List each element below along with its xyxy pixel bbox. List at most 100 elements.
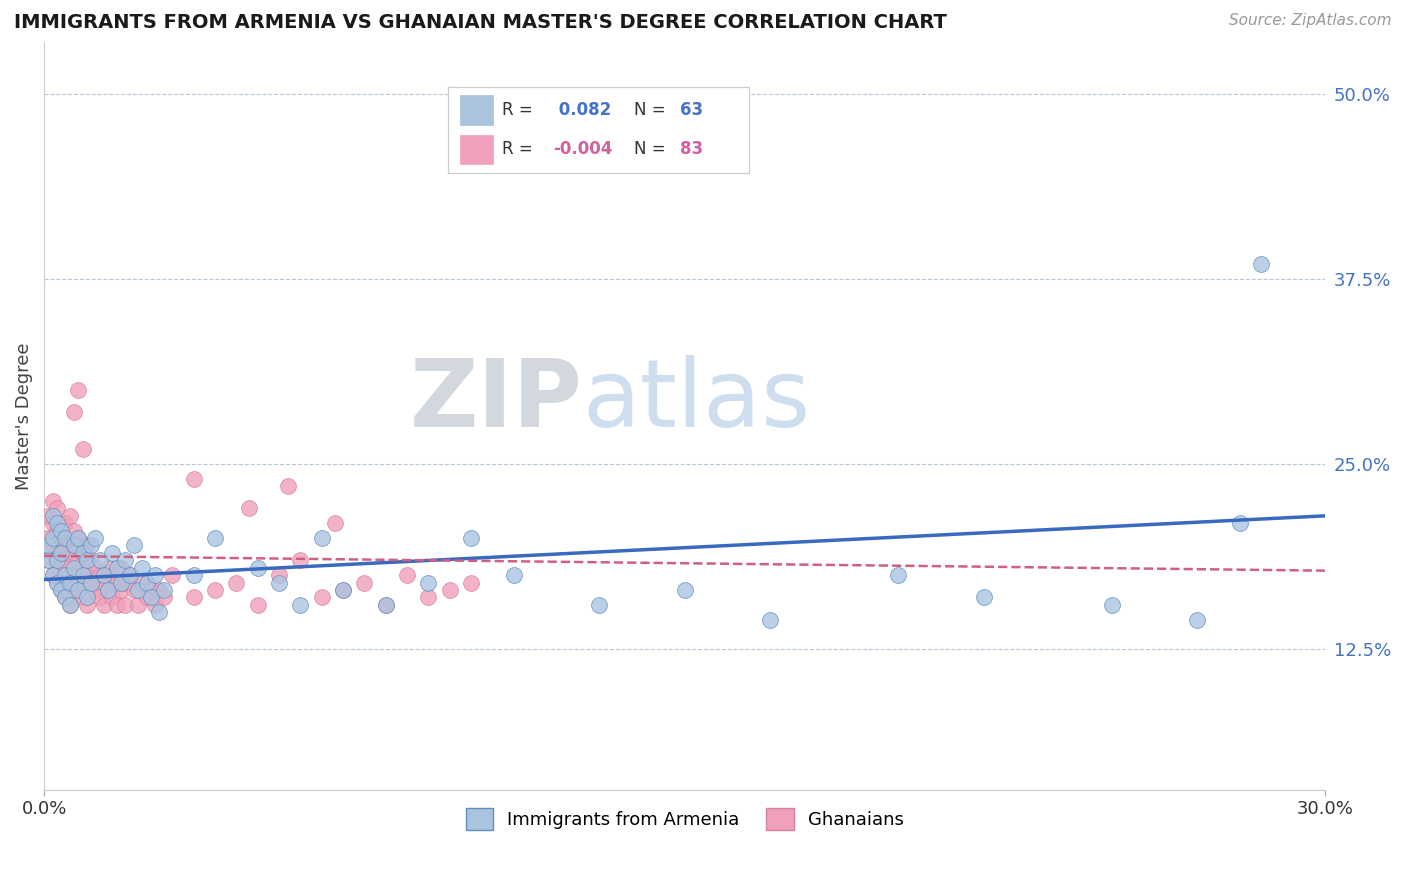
Point: [41, 568, 63, 582]
Point: [131, 575, 153, 590]
Y-axis label: Master's Degree: Master's Degree: [15, 343, 32, 490]
Point: [114, 598, 136, 612]
Point: [55, 539, 77, 553]
Point: [887, 568, 910, 582]
Point: [139, 591, 162, 605]
Point: [55, 560, 77, 574]
Point: [225, 575, 247, 590]
Point: [55, 531, 77, 545]
Point: [76, 539, 98, 553]
Text: ZIP: ZIP: [409, 355, 582, 447]
Point: [588, 598, 610, 612]
Point: [238, 501, 260, 516]
Point: [67, 383, 90, 397]
Point: [59, 598, 82, 612]
Point: [246, 560, 269, 574]
Point: [118, 568, 141, 582]
Point: [41, 539, 63, 553]
Point: [502, 568, 524, 582]
Point: [139, 582, 162, 597]
Point: [1101, 598, 1123, 612]
Point: [72, 568, 94, 582]
Point: [439, 582, 461, 597]
Point: [45, 553, 67, 567]
Point: [72, 539, 94, 553]
Point: [396, 568, 419, 582]
Point: [80, 539, 103, 553]
Point: [80, 553, 103, 567]
Point: [59, 598, 82, 612]
Point: [67, 531, 90, 545]
Point: [418, 575, 440, 590]
Point: [122, 582, 145, 597]
Point: [93, 598, 115, 612]
Point: [374, 598, 396, 612]
Point: [63, 405, 86, 419]
Point: [63, 560, 86, 574]
Point: [204, 582, 226, 597]
Point: [118, 568, 141, 582]
Point: [673, 582, 696, 597]
Point: [311, 531, 333, 545]
Point: [45, 575, 67, 590]
Point: [152, 591, 174, 605]
Point: [1185, 613, 1208, 627]
Point: [37, 553, 59, 567]
Point: [759, 613, 782, 627]
Point: [45, 546, 67, 560]
Point: [55, 568, 77, 582]
Point: [51, 582, 73, 597]
Point: [51, 524, 73, 538]
Point: [59, 568, 82, 582]
Text: IMMIGRANTS FROM ARMENIA VS GHANAIAN MASTER'S DEGREE CORRELATION CHART: IMMIGRANTS FROM ARMENIA VS GHANAIAN MAST…: [14, 13, 946, 32]
Point: [37, 553, 59, 567]
Point: [143, 598, 166, 612]
Point: [277, 479, 299, 493]
Point: [63, 575, 86, 590]
Point: [152, 582, 174, 597]
Point: [267, 568, 290, 582]
Legend: Immigrants from Armenia, Ghanaians: Immigrants from Armenia, Ghanaians: [458, 800, 911, 837]
Point: [80, 575, 103, 590]
Point: [114, 553, 136, 567]
Point: [110, 575, 132, 590]
Point: [76, 598, 98, 612]
Point: [311, 591, 333, 605]
Point: [127, 598, 149, 612]
Point: [89, 591, 111, 605]
Point: [246, 598, 269, 612]
Point: [41, 531, 63, 545]
Point: [51, 582, 73, 597]
Point: [183, 591, 205, 605]
Point: [84, 531, 107, 545]
Point: [72, 591, 94, 605]
Point: [72, 546, 94, 560]
Text: Source: ZipAtlas.com: Source: ZipAtlas.com: [1229, 13, 1392, 29]
Point: [143, 568, 166, 582]
Point: [110, 582, 132, 597]
Point: [84, 560, 107, 574]
Point: [45, 524, 67, 538]
Point: [67, 582, 90, 597]
Point: [114, 575, 136, 590]
Point: [332, 582, 354, 597]
Point: [135, 575, 157, 590]
Point: [160, 568, 183, 582]
Point: [332, 582, 354, 597]
Point: [290, 553, 312, 567]
Point: [101, 568, 124, 582]
Point: [67, 531, 90, 545]
Point: [418, 591, 440, 605]
Point: [41, 508, 63, 523]
Point: [1229, 516, 1251, 531]
Point: [105, 598, 128, 612]
Point: [101, 591, 124, 605]
Point: [267, 575, 290, 590]
Point: [41, 516, 63, 531]
Point: [51, 546, 73, 560]
Point: [41, 568, 63, 582]
Point: [63, 539, 86, 553]
Point: [148, 582, 170, 597]
Point: [51, 553, 73, 567]
Point: [973, 591, 995, 605]
